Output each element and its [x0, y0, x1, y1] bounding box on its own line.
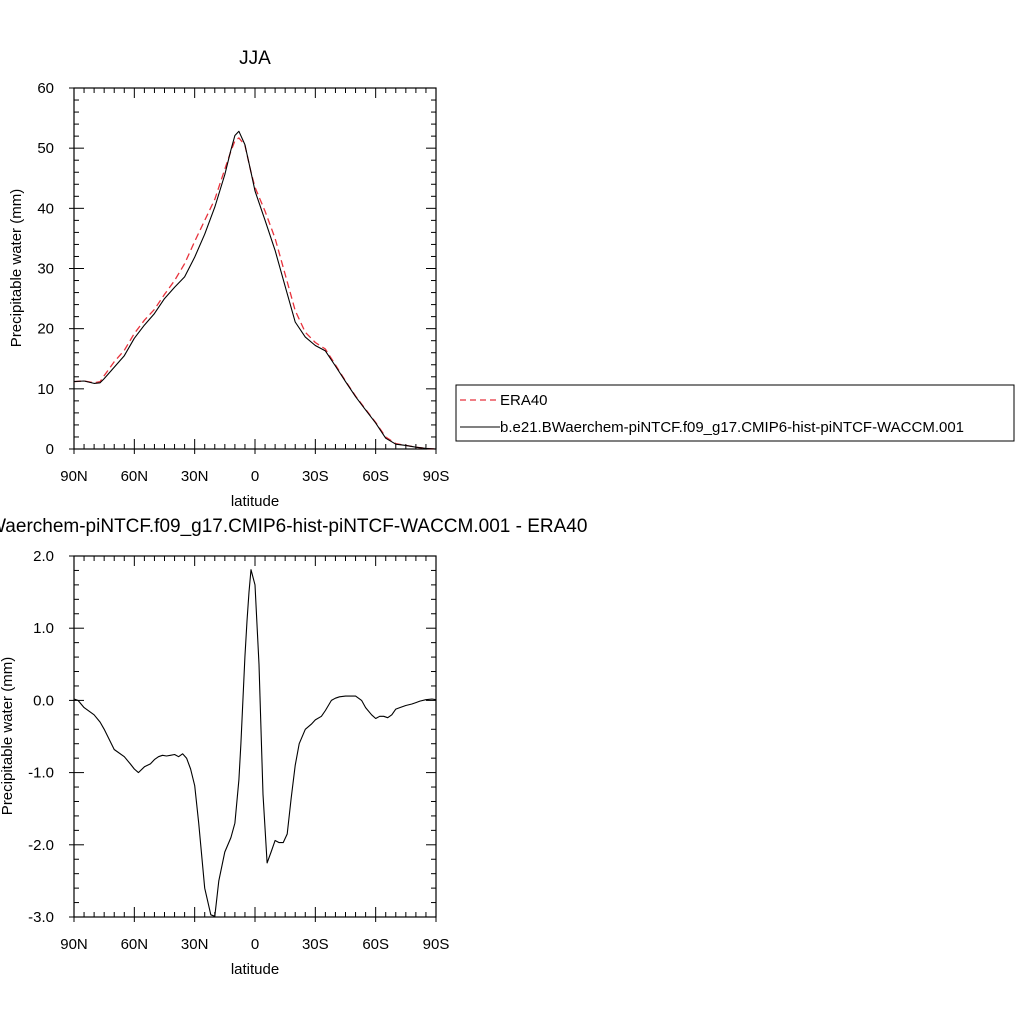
y-axis-label: Precipitable water (mm): [8, 189, 25, 347]
series-line-model: [73, 569, 437, 917]
legend-label-model: b.e21.BWaerchem-piNTCF.f09_g17.CMIP6-his…: [500, 419, 964, 436]
legend: ERA40 b.e21.BWaerchem-piNTCF.f09_g17.CMI…: [455, 384, 1015, 442]
chart-title: b.e21.BWaerchem-piNTCF.f09_g17.CMIP6-his…: [0, 516, 587, 537]
x-tick-label: 0: [251, 468, 259, 485]
x-tick-label: 60N: [121, 468, 149, 485]
y-tick-label: 10: [37, 381, 54, 398]
y-axis-label: Precipitable water (mm): [0, 657, 16, 815]
x-tick-label: 0: [251, 936, 259, 953]
y-tick-label: 0: [46, 441, 54, 458]
y-tick-label: 1.0: [33, 620, 54, 637]
chart-bottom: b.e21.BWaerchem-piNTCF.f09_g17.CMIP6-his…: [0, 516, 587, 978]
y-tick-label: 30: [37, 261, 54, 278]
x-tick-label: 90S: [423, 936, 450, 953]
x-tick-label: 90N: [60, 936, 88, 953]
x-tick-label: 90N: [60, 468, 88, 485]
x-tick-label: 30S: [302, 468, 329, 485]
x-tick-labels: 90N 60N 30N 0 30S 60S 90S: [60, 936, 449, 953]
y-tick-label: 0.0: [33, 692, 54, 709]
y-tick-label: 60: [37, 80, 54, 97]
x-tick-labels: 90N 60N 30N 0 30S 60S 90S: [60, 468, 449, 485]
x-tick-label: 60S: [362, 936, 389, 953]
x-tick-label: 30S: [302, 936, 329, 953]
x-tick-label: 30N: [181, 936, 209, 953]
tick-marks: [69, 555, 437, 922]
x-axis-label: latitude: [231, 493, 279, 510]
series-line-model: [73, 130, 437, 450]
y-tick-label: -1.0: [28, 765, 54, 782]
series-lines: [73, 130, 437, 450]
y-tick-label: 40: [37, 200, 54, 217]
x-axis-label: latitude: [231, 961, 279, 978]
x-tick-label: 60S: [362, 468, 389, 485]
chart-top: JJA 0 10 20 30 40 50 60 90N 60N 30N 0 30S 60S 90S la…: [8, 48, 1015, 510]
legend-label-era40: ERA40: [500, 392, 548, 409]
y-tick-labels: -3.0 -2.0 -1.0 0.0 1.0 2.0: [28, 548, 54, 926]
legend-box: [455, 384, 1015, 442]
y-tick-label: 50: [37, 140, 54, 157]
series-lines: [73, 569, 437, 917]
chart-title: JJA: [239, 48, 271, 69]
y-tick-label: 2.0: [33, 548, 54, 565]
x-tick-label: 30N: [181, 468, 209, 485]
y-tick-labels: 0 10 20 30 40 50 60: [37, 80, 54, 458]
x-tick-label: 90S: [423, 468, 450, 485]
y-tick-label: -2.0: [28, 837, 54, 854]
x-tick-label: 60N: [121, 936, 149, 953]
tick-marks: [69, 87, 437, 454]
y-tick-label: 20: [37, 321, 54, 338]
y-tick-label: -3.0: [28, 909, 54, 926]
